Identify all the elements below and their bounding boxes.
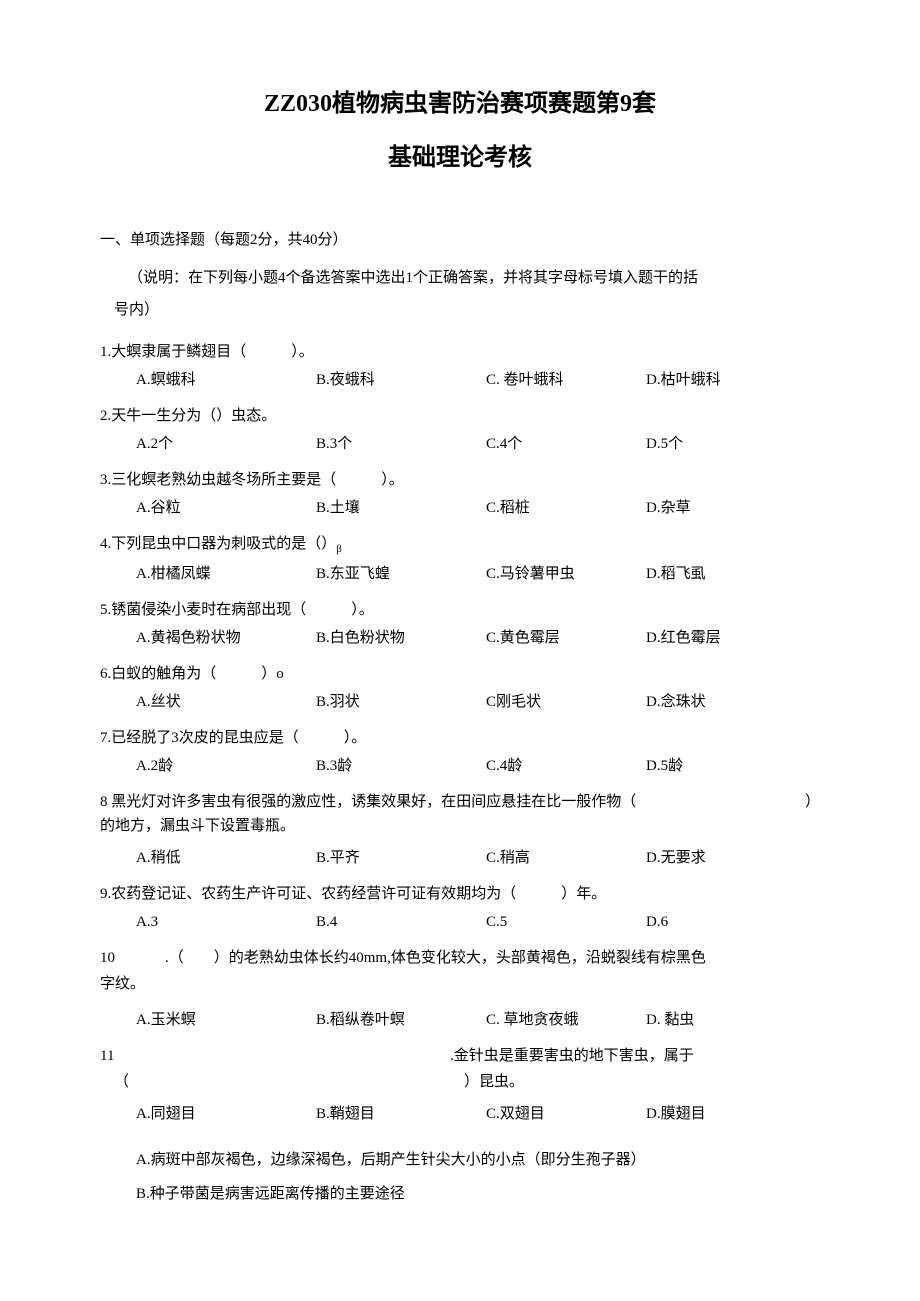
- q3-option-c: C.稻桩: [486, 496, 646, 520]
- q2-option-c: C.4个: [486, 432, 646, 456]
- q9-option-b: B.4: [316, 910, 486, 934]
- q4-option-c: C.马铃薯甲虫: [486, 562, 646, 586]
- q4-option-a: A.柑橘凤蝶: [136, 562, 316, 586]
- question-7: 7.已经脱了3次皮的昆虫应是（ ）。: [100, 726, 820, 750]
- question-3-options: A.谷粒 B.土壤 C.稻桩 D.杂草: [136, 496, 820, 520]
- answer-option-b: B.种子带菌是病害远距离传播的主要途径: [136, 1182, 820, 1206]
- page-title: ZZ030植物病虫害防治赛项赛题第9套: [100, 85, 820, 123]
- q8-option-a: A.稍低: [136, 846, 316, 870]
- page-subtitle: 基础理论考核: [100, 139, 820, 177]
- q11-left-2: （: [114, 1070, 464, 1094]
- question-5-options: A.黄褐色粉状物 B.白色粉状物 C.黄色霉层 D.红色霉层: [136, 626, 820, 650]
- q1-option-c: C. 卷叶蛾科: [486, 368, 646, 392]
- q7-option-c: C.4龄: [486, 754, 646, 778]
- q5-option-b: B.白色粉状物: [316, 626, 486, 650]
- question-6: 6.白蚁的触角为（ ）o: [100, 662, 820, 686]
- q11-text-2: ）昆虫。: [464, 1070, 820, 1094]
- q2-option-a: A.2个: [136, 432, 316, 456]
- q1-option-d: D.枯叶蛾科: [646, 368, 820, 392]
- question-6-options: A.丝状 B.羽状 C刚毛状 D.念珠状: [136, 690, 820, 714]
- q11-option-d: D.膜翅目: [646, 1102, 820, 1126]
- q5-option-c: C.黄色霉层: [486, 626, 646, 650]
- q6-option-d: D.念珠状: [646, 690, 820, 714]
- question-4-options: A.柑橘凤蝶 B.东亚飞蝗 C.马铃薯甲虫 D.稻飞虱: [136, 562, 820, 586]
- question-10-options: A.玉米螟 B.稻纵卷叶螟 C. 草地贪夜蛾 D. 黏虫: [136, 1008, 820, 1032]
- q1-option-a: A.螟蛾科: [136, 368, 316, 392]
- q10-option-a: A.玉米螟: [136, 1008, 316, 1032]
- q3-option-b: B.土壤: [316, 496, 486, 520]
- q7-option-b: B.3龄: [316, 754, 486, 778]
- q6-option-a: A.丝状: [136, 690, 316, 714]
- question-1-options: A.螟蛾科 B.夜蛾科 C. 卷叶蛾科 D.枯叶蛾科: [136, 368, 820, 392]
- question-10-row: 10 .（ ）的老熟幼虫体长约40mm,体色变化较大，头部黄褐色，沿蜕裂线有棕黑…: [100, 946, 820, 970]
- q11-text-1: .金针虫是重要害虫的地下害虫，属于: [450, 1044, 820, 1068]
- q6-option-c: C刚毛状: [486, 690, 646, 714]
- q9-option-d: D.6: [646, 910, 820, 934]
- q10-option-c: C. 草地贪夜蛾: [486, 1008, 646, 1032]
- answer-option-a: A.病斑中部灰褐色，边缘深褐色，后期产生针尖大小的小点（即分生孢子器）: [136, 1148, 820, 1172]
- q10-option-b: B.稻纵卷叶螟: [316, 1008, 486, 1032]
- q8-line1-right: ）: [805, 790, 820, 814]
- q8-line1-left: 8 黑光灯对许多害虫有很强的激应性，诱集效果好，在田间应悬挂在比一般作物（: [100, 790, 636, 814]
- q7-option-d: D.5龄: [646, 754, 820, 778]
- q9-option-c: C.5: [486, 910, 646, 934]
- question-11-row-1: 11 .金针虫是重要害虫的地下害虫，属于: [100, 1044, 820, 1068]
- question-7-options: A.2龄 B.3龄 C.4龄 D.5龄: [136, 754, 820, 778]
- q3-option-d: D.杂草: [646, 496, 820, 520]
- q7-option-a: A.2龄: [136, 754, 316, 778]
- q11-option-b: B.鞘翅目: [316, 1102, 486, 1126]
- question-8-line2: 的地方，漏虫斗下设置毒瓶。: [100, 814, 820, 838]
- q10-text: .（ ）的老熟幼虫体长约40mm,体色变化较大，头部黄褐色，沿蜕裂线有棕黑色: [150, 946, 820, 970]
- section-heading: 一、单项选择题（每题2分，共40分）: [100, 228, 820, 252]
- question-11-row-2: （ ）昆虫。: [100, 1070, 820, 1094]
- q5-option-a: A.黄褐色粉状物: [136, 626, 316, 650]
- question-1: 1.大螟隶属于鳞翅目（ ）。: [100, 340, 820, 364]
- q8-option-b: B.平齐: [316, 846, 486, 870]
- question-8-line1: 8 黑光灯对许多害虫有很强的激应性，诱集效果好，在田间应悬挂在比一般作物（ ）: [100, 790, 820, 814]
- q10-option-d: D. 黏虫: [646, 1008, 820, 1032]
- instruction-line-2: 号内）: [114, 298, 820, 322]
- q4-option-d: D.稻飞虱: [646, 562, 820, 586]
- question-9-options: A.3 B.4 C.5 D.6: [136, 910, 820, 934]
- question-11-options: A.同翅目 B.鞘翅目 C.双翅目 D.膜翅目: [136, 1102, 820, 1126]
- q2-option-d: D.5个: [646, 432, 820, 456]
- question-2: 2.天牛一生分为（）虫态。: [100, 404, 820, 428]
- q5-option-d: D.红色霉层: [646, 626, 820, 650]
- q6-option-b: B.羽状: [316, 690, 486, 714]
- q2-option-b: B.3个: [316, 432, 486, 456]
- q9-option-a: A.3: [136, 910, 316, 934]
- q4-text-before: 4.下列昆虫中口器为刺吸式的是（）: [100, 536, 336, 552]
- question-5: 5.锈菌侵染小麦时在病部出现（ ）。: [100, 598, 820, 622]
- q3-option-a: A.谷粒: [136, 496, 316, 520]
- q1-option-b: B.夜蛾科: [316, 368, 486, 392]
- q11-number: 11: [100, 1044, 450, 1068]
- q4-subscript: β: [336, 543, 342, 555]
- question-9: 9.农药登记证、农药生产许可证、农药经营许可证有效期均为（ ）年。: [100, 882, 820, 906]
- q11-option-c: C.双翅目: [486, 1102, 646, 1126]
- instruction-line-1: （说明：在下列每小题4个备选答案中选出1个正确答案，并将其字母标号填入题干的括: [128, 266, 820, 290]
- q4-option-b: B.东亚飞蝗: [316, 562, 486, 586]
- q10-number: 10: [100, 946, 150, 970]
- q8-option-c: C.稍高: [486, 846, 646, 870]
- question-8-options: A.稍低 B.平齐 C.稍高 D.无要求: [136, 846, 820, 870]
- question-3: 3.三化螟老熟幼虫越冬场所主要是（ ）。: [100, 468, 820, 492]
- q11-option-a: A.同翅目: [136, 1102, 316, 1126]
- question-2-options: A.2个 B.3个 C.4个 D.5个: [136, 432, 820, 456]
- question-4: 4.下列昆虫中口器为刺吸式的是（）β: [100, 532, 820, 559]
- q8-option-d: D.无要求: [646, 846, 820, 870]
- q10-continuation: 字纹。: [100, 972, 820, 996]
